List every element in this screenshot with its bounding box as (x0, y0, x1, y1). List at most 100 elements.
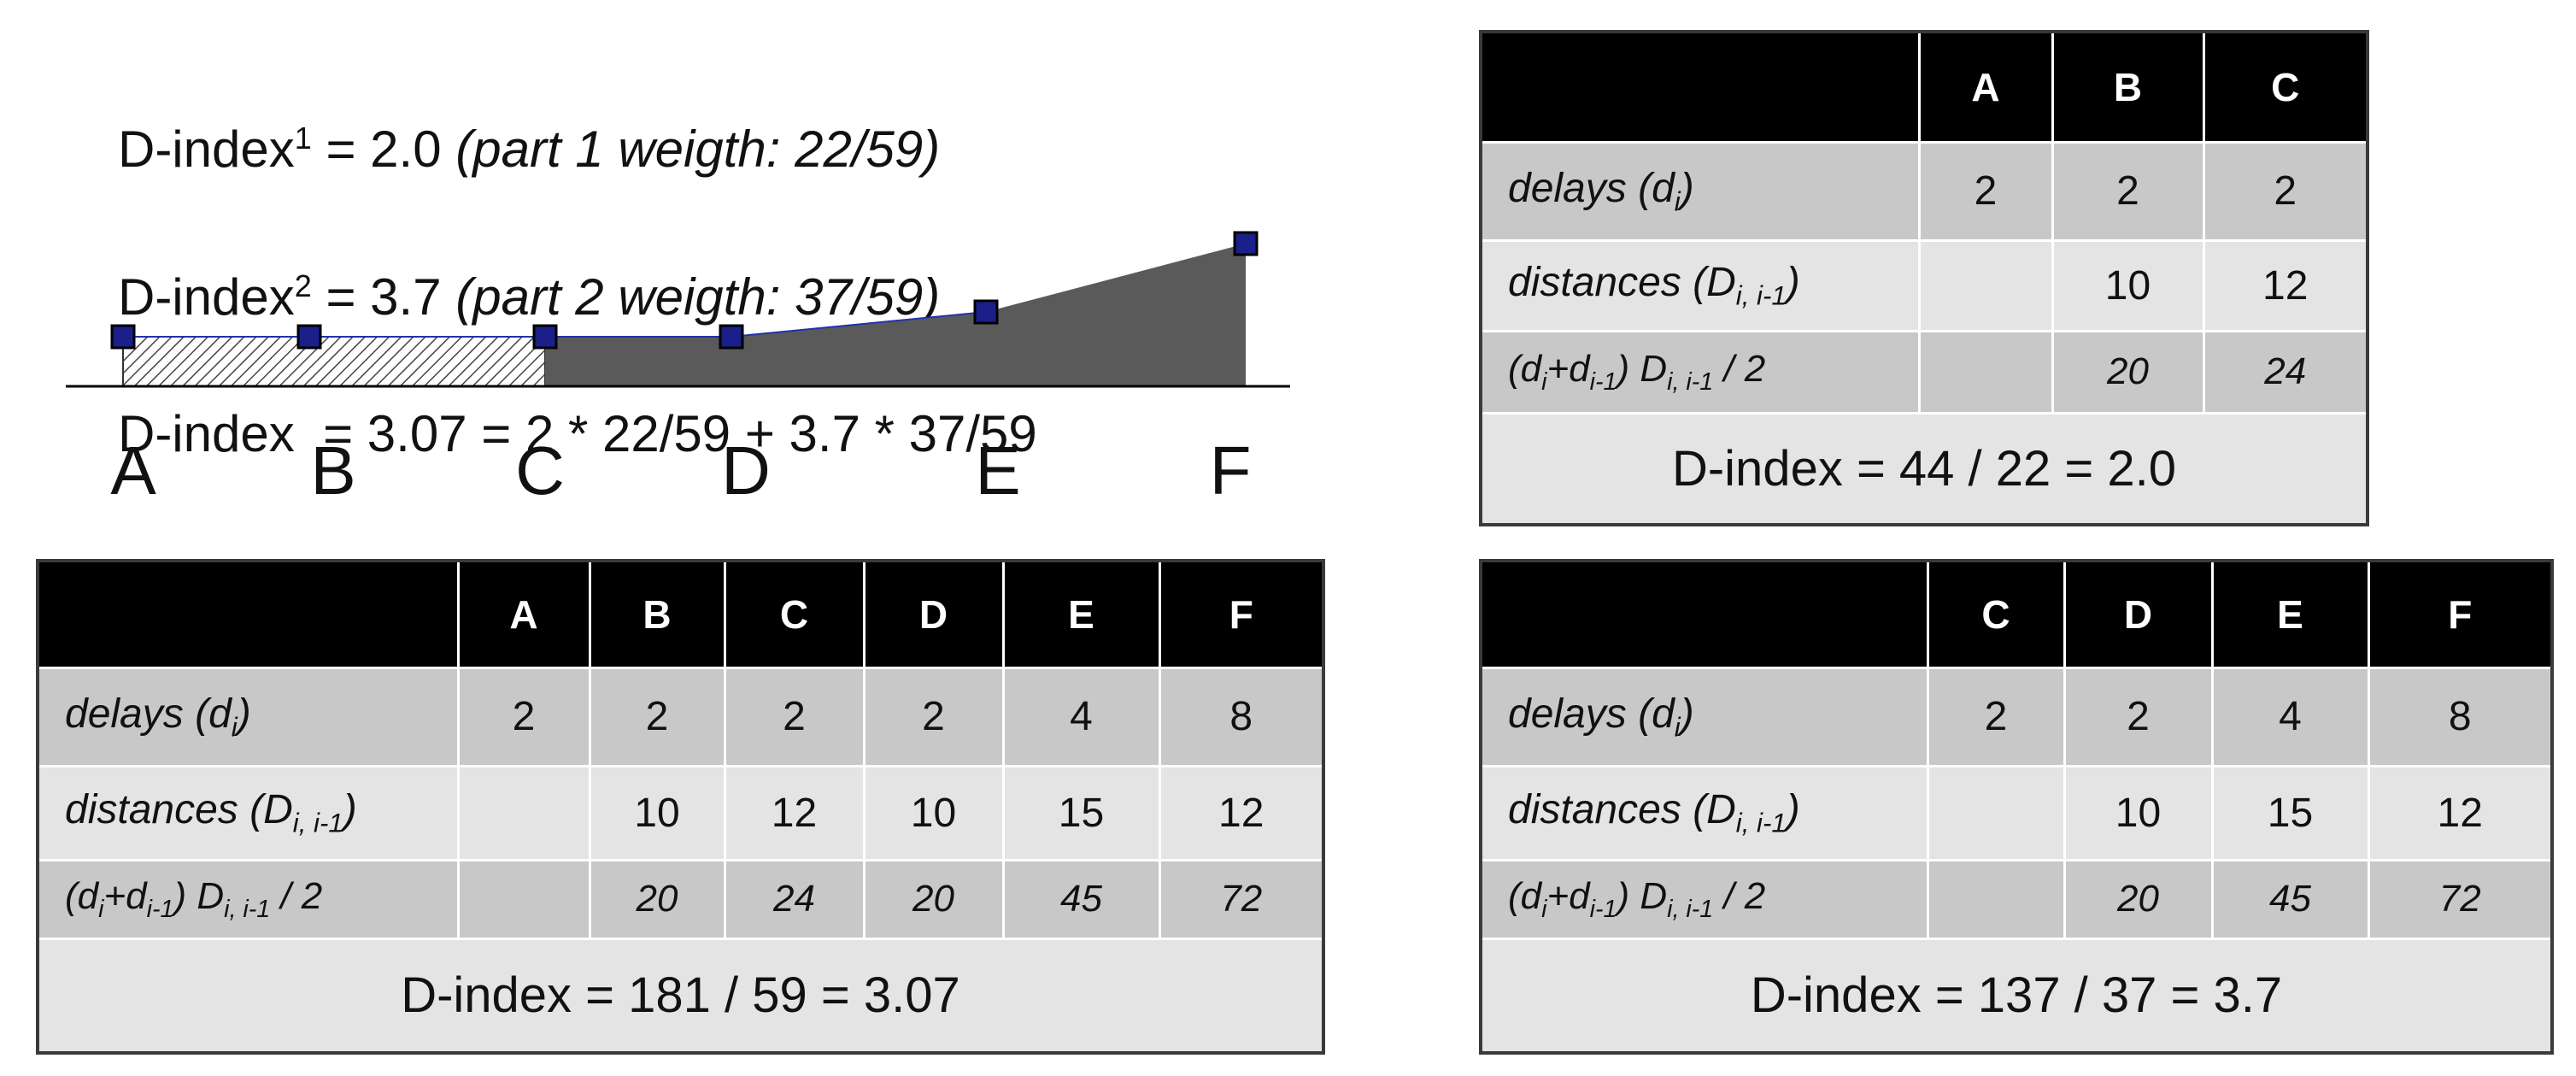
value-cell: 24 (723, 858, 864, 938)
point-label: F (1210, 432, 1252, 509)
value-cell: 8 (1158, 666, 1323, 766)
label-part: delays (d (1508, 165, 1675, 211)
label-part: ) (343, 787, 357, 833)
label-part: i (1674, 712, 1681, 743)
label-part: (d (1508, 347, 1542, 390)
point (110, 324, 136, 350)
label-part: ) (1680, 691, 1694, 737)
corner-cell (1481, 561, 1928, 667)
label-part: +d (1546, 874, 1590, 917)
label-part: distances (D (1508, 260, 1736, 306)
header-cell: B (588, 561, 725, 667)
table-row: distances (Di, i-1) 10 12 (1481, 238, 2368, 331)
corner-cell (1481, 32, 1919, 142)
header-cell: F (1158, 561, 1323, 667)
value-cell: 12 (2202, 238, 2368, 331)
value-cell: 24 (2202, 329, 2368, 413)
point-label: C (515, 432, 565, 509)
label-part: +d (1546, 347, 1590, 390)
formula-value: = 2.0 (311, 121, 456, 178)
formula-value: = 3.07 = 2 * 22/59 + 3.7 * 37/59 (294, 405, 1037, 462)
point (532, 324, 558, 350)
table-row: distances (Di, i-1) 10 15 12 (1481, 764, 2552, 860)
header-cell: E (1001, 561, 1159, 667)
value-cell: 2 (1926, 666, 2064, 766)
table-row: (di+di-1) Di, i-1 / 2 20 45 72 (1481, 858, 2552, 938)
point-label: E (975, 432, 1020, 509)
header-cell: C (2202, 32, 2368, 142)
value-cell: 20 (862, 858, 1003, 938)
value-cell: 12 (723, 764, 864, 860)
label-part: i (1541, 895, 1547, 923)
label-part: ) D (173, 874, 225, 917)
label-part: / 2 (1713, 347, 1766, 390)
value-cell: 2 (588, 666, 725, 766)
row-label: delays (di) (1481, 666, 1928, 766)
label-part: ) D (1617, 874, 1668, 917)
value-cell: 8 (2367, 666, 2552, 766)
value-cell: 2 (2051, 140, 2203, 240)
header-cell: C (723, 561, 864, 667)
points (110, 231, 1259, 350)
empty-cell (456, 764, 590, 860)
header-cell: B (2051, 32, 2203, 142)
value-cell: 2 (862, 666, 1003, 766)
formula-sup: 2 (294, 268, 312, 303)
formula: D-index1 = 2.0 (part 1 weigth: 22/59) (118, 104, 1037, 184)
value-cell: 4 (2210, 666, 2368, 766)
label-part: i-1 (146, 895, 174, 923)
value-cell: 10 (588, 764, 725, 860)
value-cell: 15 (1001, 764, 1159, 860)
label-part: i, i-1 (1667, 895, 1714, 923)
header-cell: D (2063, 561, 2212, 667)
label-part: (d (1508, 874, 1542, 917)
formula: D-index = 3.07 = 2 * 22/59 + 3.7 * 37/59 (118, 400, 1037, 468)
point (1233, 231, 1259, 256)
label-part: i, i-1 (1735, 280, 1787, 311)
label-part: i-1 (1589, 895, 1617, 923)
value-cell: 20 (588, 858, 725, 938)
point-label: D (721, 432, 771, 509)
row-label: (di+di-1) Di, i-1 / 2 (1481, 329, 1919, 413)
formula-note: (part 2 weigth: 37/59) (455, 268, 941, 326)
label-part: ) (1680, 165, 1694, 211)
value-cell: 72 (1158, 858, 1323, 938)
label-part: distances (D (1508, 787, 1736, 833)
labels: A B C D E F (110, 432, 1251, 509)
hatched-area (122, 336, 546, 387)
label-part: distances (D (65, 787, 293, 833)
value-cell: 20 (2063, 858, 2212, 938)
table-row: delays (di) 2 2 4 8 (1481, 666, 2552, 766)
gray-area (545, 244, 1246, 386)
row-label: (di+di-1) Di, i-1 / 2 (38, 858, 458, 938)
label-part: i (1541, 367, 1547, 396)
formula-sup: 1 (294, 121, 312, 156)
value-cell: 72 (2367, 858, 2552, 938)
table-row: distances (Di, i-1) 10 12 10 15 12 (38, 764, 1323, 860)
formula: D-index2 = 3.7 (part 2 weigth: 37/59) (118, 252, 1037, 332)
formula-name: D-index (118, 121, 295, 178)
label-part: ) D (1617, 347, 1668, 390)
table-row: (di+di-1) Di, i-1 / 2 20 24 (1481, 329, 2368, 413)
value-cell: 10 (2051, 238, 2203, 331)
empty-cell (1926, 858, 2064, 938)
header-cell: C (1926, 561, 2064, 667)
label-part: delays (d (65, 691, 232, 737)
row-label: delays (di) (1481, 140, 1919, 240)
header-cell: F (2367, 561, 2552, 667)
row-label: distances (Di, i-1) (38, 764, 458, 860)
corner-cell (38, 561, 458, 667)
value-cell: 10 (2063, 764, 2212, 860)
point (296, 324, 322, 350)
empty-cell (1917, 238, 2052, 331)
label-part: i, i-1 (1667, 367, 1714, 396)
formulas: D-index1 = 2.0 (part 1 weigth: 22/59) D-… (118, 36, 1037, 537)
label-part: i-1 (1589, 367, 1617, 396)
footer-cell: D-index = 181 / 59 = 3.07 (36, 937, 1323, 1053)
value-cell: 45 (2210, 858, 2368, 938)
label-part: i, i-1 (224, 895, 271, 923)
